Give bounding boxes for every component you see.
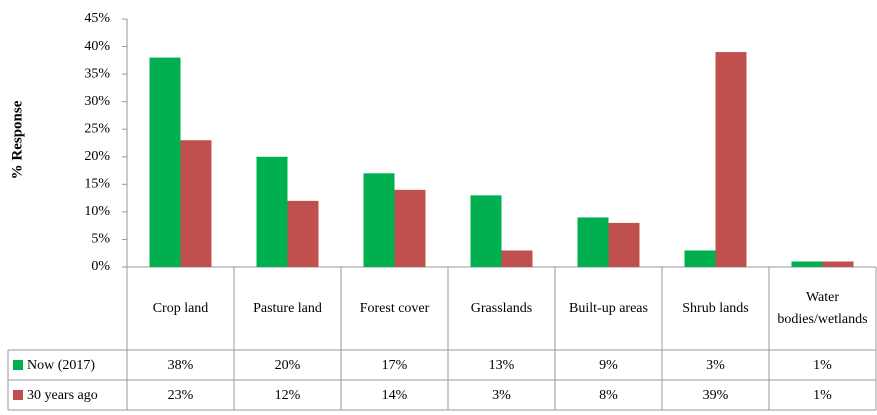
bar [149, 57, 181, 268]
y-tick-label: 30% [84, 94, 110, 109]
category-label: Built-up areas [569, 300, 648, 316]
data-table-value: 8% [599, 388, 618, 403]
data-table-value: 9% [599, 358, 618, 373]
data-table-value: 1% [813, 388, 832, 403]
data-table-value: 3% [706, 358, 725, 373]
data-table-value: 14% [382, 388, 408, 403]
legend-label: 30 years ago [27, 388, 98, 403]
category-label: Shrub lands [682, 300, 749, 316]
bar [577, 217, 609, 267]
bar [822, 261, 854, 267]
y-tick-label: 40% [84, 39, 110, 54]
category-label: Water bodies/wetlands [777, 289, 868, 327]
bar [791, 261, 823, 267]
bar [608, 222, 640, 267]
data-table-value: 3% [492, 388, 511, 403]
category-label: Grasslands [470, 300, 533, 316]
category-label: Crop land [152, 300, 209, 316]
y-tick-label: 45% [84, 11, 110, 26]
data-table-value: 39% [703, 388, 729, 403]
legend-key [13, 360, 23, 370]
bar [470, 195, 502, 267]
category-label: Forest cover [359, 300, 430, 316]
y-tick-label: 5% [91, 232, 110, 247]
bar [715, 52, 747, 267]
bar [256, 156, 288, 267]
category-label: Pasture land [253, 300, 322, 316]
y-tick-label: 10% [84, 204, 110, 219]
data-table-value: 23% [168, 388, 194, 403]
data-table-value: 20% [275, 358, 301, 373]
data-table-value: 1% [813, 358, 832, 373]
y-tick-label: 20% [84, 149, 110, 164]
y-tick-label: 0% [91, 259, 110, 274]
data-table-value: 17% [382, 358, 408, 373]
y-tick-label: 15% [84, 177, 110, 192]
bar [287, 200, 319, 267]
legend-label: Now (2017) [27, 358, 95, 373]
bar [684, 250, 716, 267]
bar [180, 140, 212, 267]
bar [363, 173, 395, 267]
bar [394, 189, 426, 267]
y-tick-label: 25% [84, 121, 110, 136]
y-axis-label: % Response [9, 100, 25, 179]
data-table-value: 13% [489, 358, 515, 373]
legend-key [13, 390, 23, 400]
data-table-value: 12% [275, 388, 301, 403]
y-tick-label: 35% [84, 66, 110, 81]
data-table-value: 38% [168, 358, 194, 373]
bar [501, 250, 533, 267]
